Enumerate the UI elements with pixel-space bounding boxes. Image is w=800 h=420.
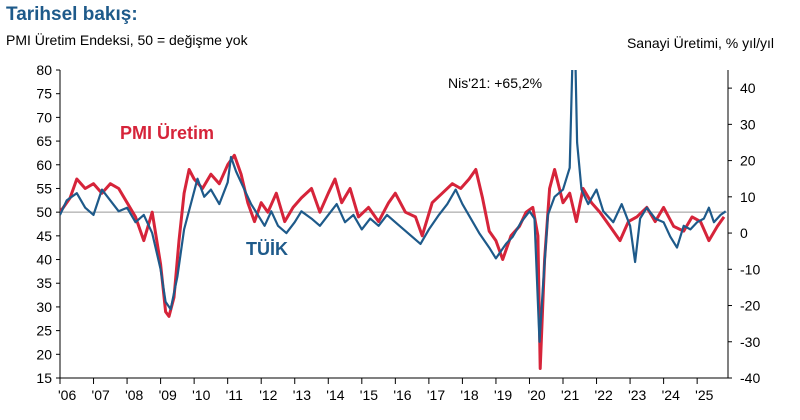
x-tick-label: '23 xyxy=(628,387,646,403)
right-axis-title: Sanayi Üretimi, % yıl/yıl xyxy=(626,35,774,51)
series-label-pmi: PMI Üretim xyxy=(120,123,214,143)
left-tick-label: 60 xyxy=(36,157,52,173)
right-tick-label: 10 xyxy=(740,189,756,205)
x-tick-label: '18 xyxy=(460,387,478,403)
left-axis-title: PMI Üretim Endeksi, 50 = değişme yok xyxy=(6,32,248,48)
left-tick-label: 40 xyxy=(36,252,52,268)
right-tick-label: 0 xyxy=(740,225,748,241)
x-tick-label: '10 xyxy=(192,387,210,403)
x-tick-label: '07 xyxy=(92,387,110,403)
series-label-tuik: TÜİK xyxy=(246,239,288,259)
chart-title: Tarihsel bakış: xyxy=(6,4,138,25)
left-tick-label: 50 xyxy=(36,204,52,220)
left-tick-label: 75 xyxy=(36,86,52,102)
left-tick-label: 35 xyxy=(36,275,52,291)
left-tick-label: 55 xyxy=(36,180,52,196)
series-lines xyxy=(60,70,727,370)
right-tick-label: -20 xyxy=(740,298,760,314)
annotation-apr21: Nis'21: +65,2% xyxy=(448,75,542,91)
x-tick-label: '12 xyxy=(259,387,277,403)
tick-labels: 80 75 70 65 60 55 50 45 40 35 30 25 20 15 40 30 20 10 0 -10… xyxy=(36,62,760,403)
x-tick-label: '09 xyxy=(159,387,177,403)
x-tick-label: '13 xyxy=(293,387,311,403)
x-tick-label: '15 xyxy=(360,387,378,403)
axes xyxy=(56,69,732,384)
right-tick-label: 40 xyxy=(740,80,756,96)
right-tick-label: -30 xyxy=(740,334,760,350)
right-tick-label: -10 xyxy=(740,261,760,277)
left-tick-label: 45 xyxy=(36,228,52,244)
x-tick-label: '19 xyxy=(494,387,512,403)
right-tick-label: 20 xyxy=(740,153,756,169)
x-tick-label: '16 xyxy=(393,387,411,403)
left-tick-label: 65 xyxy=(36,133,52,149)
x-tick-label: '14 xyxy=(326,387,344,403)
left-tick-label: 80 xyxy=(36,62,52,78)
left-tick-label: 30 xyxy=(36,299,52,315)
x-tick-label: '25 xyxy=(695,387,713,403)
x-tick-label: '21 xyxy=(561,387,579,403)
x-tick-label: '06 xyxy=(58,387,76,403)
right-tick-label: -40 xyxy=(740,370,760,386)
x-tick-label: '24 xyxy=(662,387,680,403)
series-labels: PMI Üretim TÜİK Nis'21: +65,2% xyxy=(120,75,542,259)
right-tick-label: 30 xyxy=(740,116,756,132)
x-tick-label: '08 xyxy=(125,387,143,403)
left-tick-label: 15 xyxy=(36,370,52,386)
x-tick-label: '17 xyxy=(427,387,445,403)
x-tick-label: '20 xyxy=(527,387,545,403)
left-tick-label: 20 xyxy=(36,346,52,362)
left-tick-label: 25 xyxy=(36,323,52,339)
series-line-tuik xyxy=(60,70,727,343)
x-tick-label: '11 xyxy=(226,387,243,403)
x-tick-label: '22 xyxy=(595,387,613,403)
left-tick-label: 70 xyxy=(36,109,52,125)
